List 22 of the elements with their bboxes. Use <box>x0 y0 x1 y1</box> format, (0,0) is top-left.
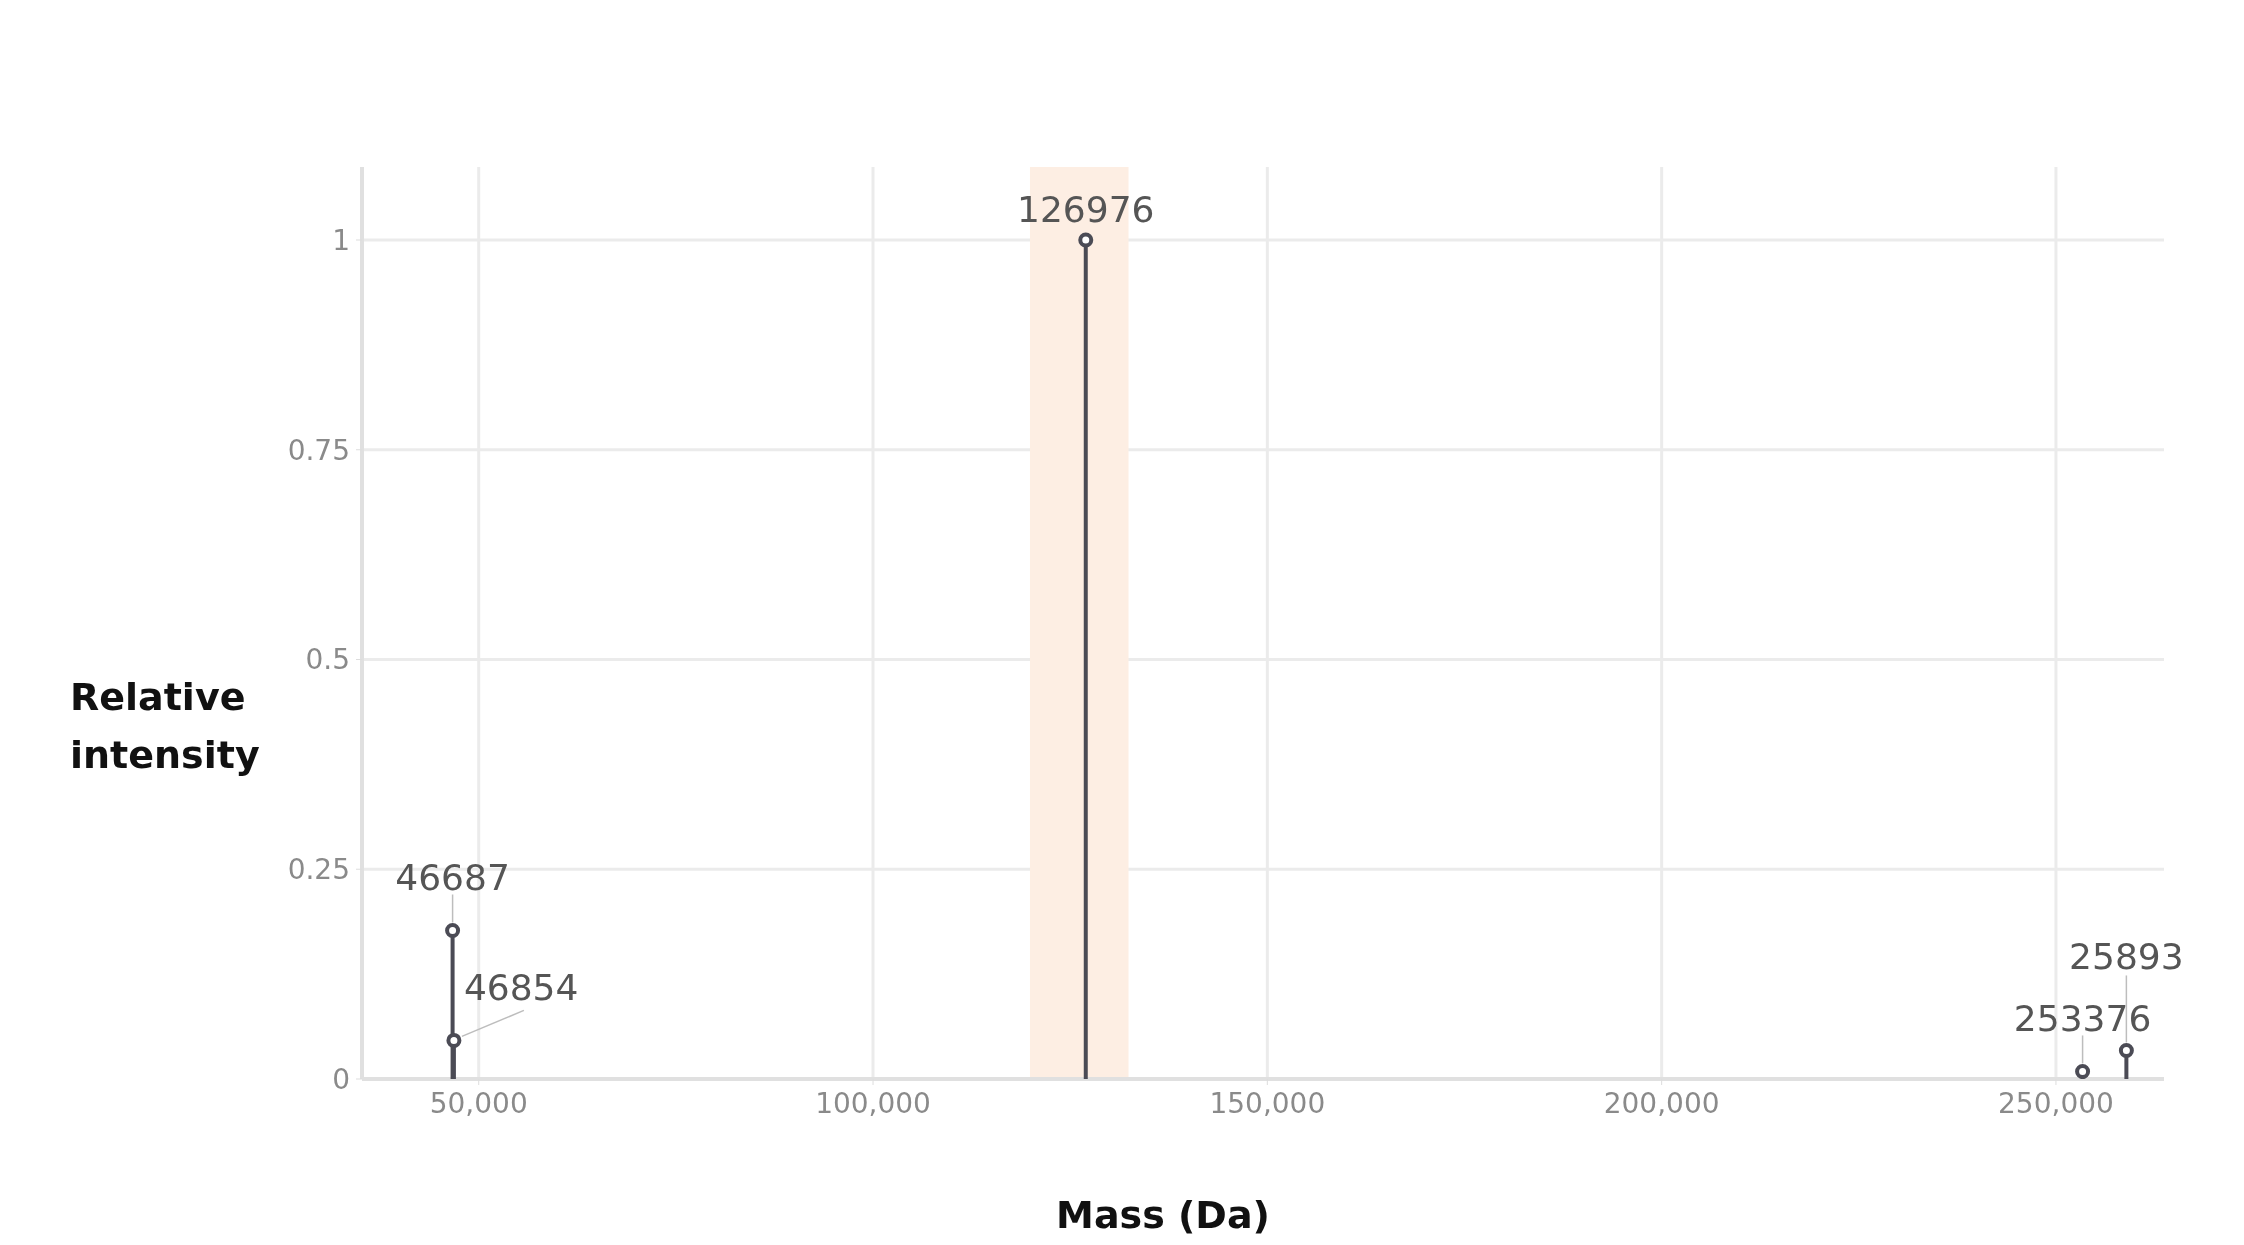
x-tick-label: 50,000 <box>429 1086 528 1120</box>
y-tick-label: 1 <box>332 223 350 257</box>
annotation: 25893 <box>2069 936 2184 978</box>
annotation: 46687 <box>395 857 510 899</box>
point <box>2118 1042 2134 1058</box>
x-tick-label: 200,000 <box>1603 1086 1720 1120</box>
x-tick-label: 100,000 <box>815 1086 931 1120</box>
annotation: 46854 <box>463 967 579 1009</box>
x-tick-label: 250,000 <box>1998 1086 2114 1120</box>
point <box>445 923 461 938</box>
annotation: 126976 <box>1017 188 1155 230</box>
y-tick-label: 0 <box>332 1062 350 1096</box>
x-axis-title: Mass (Da) <box>1055 1193 1271 1237</box>
y-axis-title: Relative intensity <box>70 674 261 779</box>
x-tick-label: 150,000 <box>1209 1086 1326 1120</box>
y-tick-label: 0.25 <box>287 853 350 887</box>
point <box>1078 232 1094 248</box>
y-tick-label: 0.75 <box>287 433 350 467</box>
point <box>446 1032 462 1048</box>
annotation: 253376 <box>2013 998 2152 1040</box>
point <box>2075 1063 2091 1079</box>
y-tick-label: 0.5 <box>305 643 350 677</box>
